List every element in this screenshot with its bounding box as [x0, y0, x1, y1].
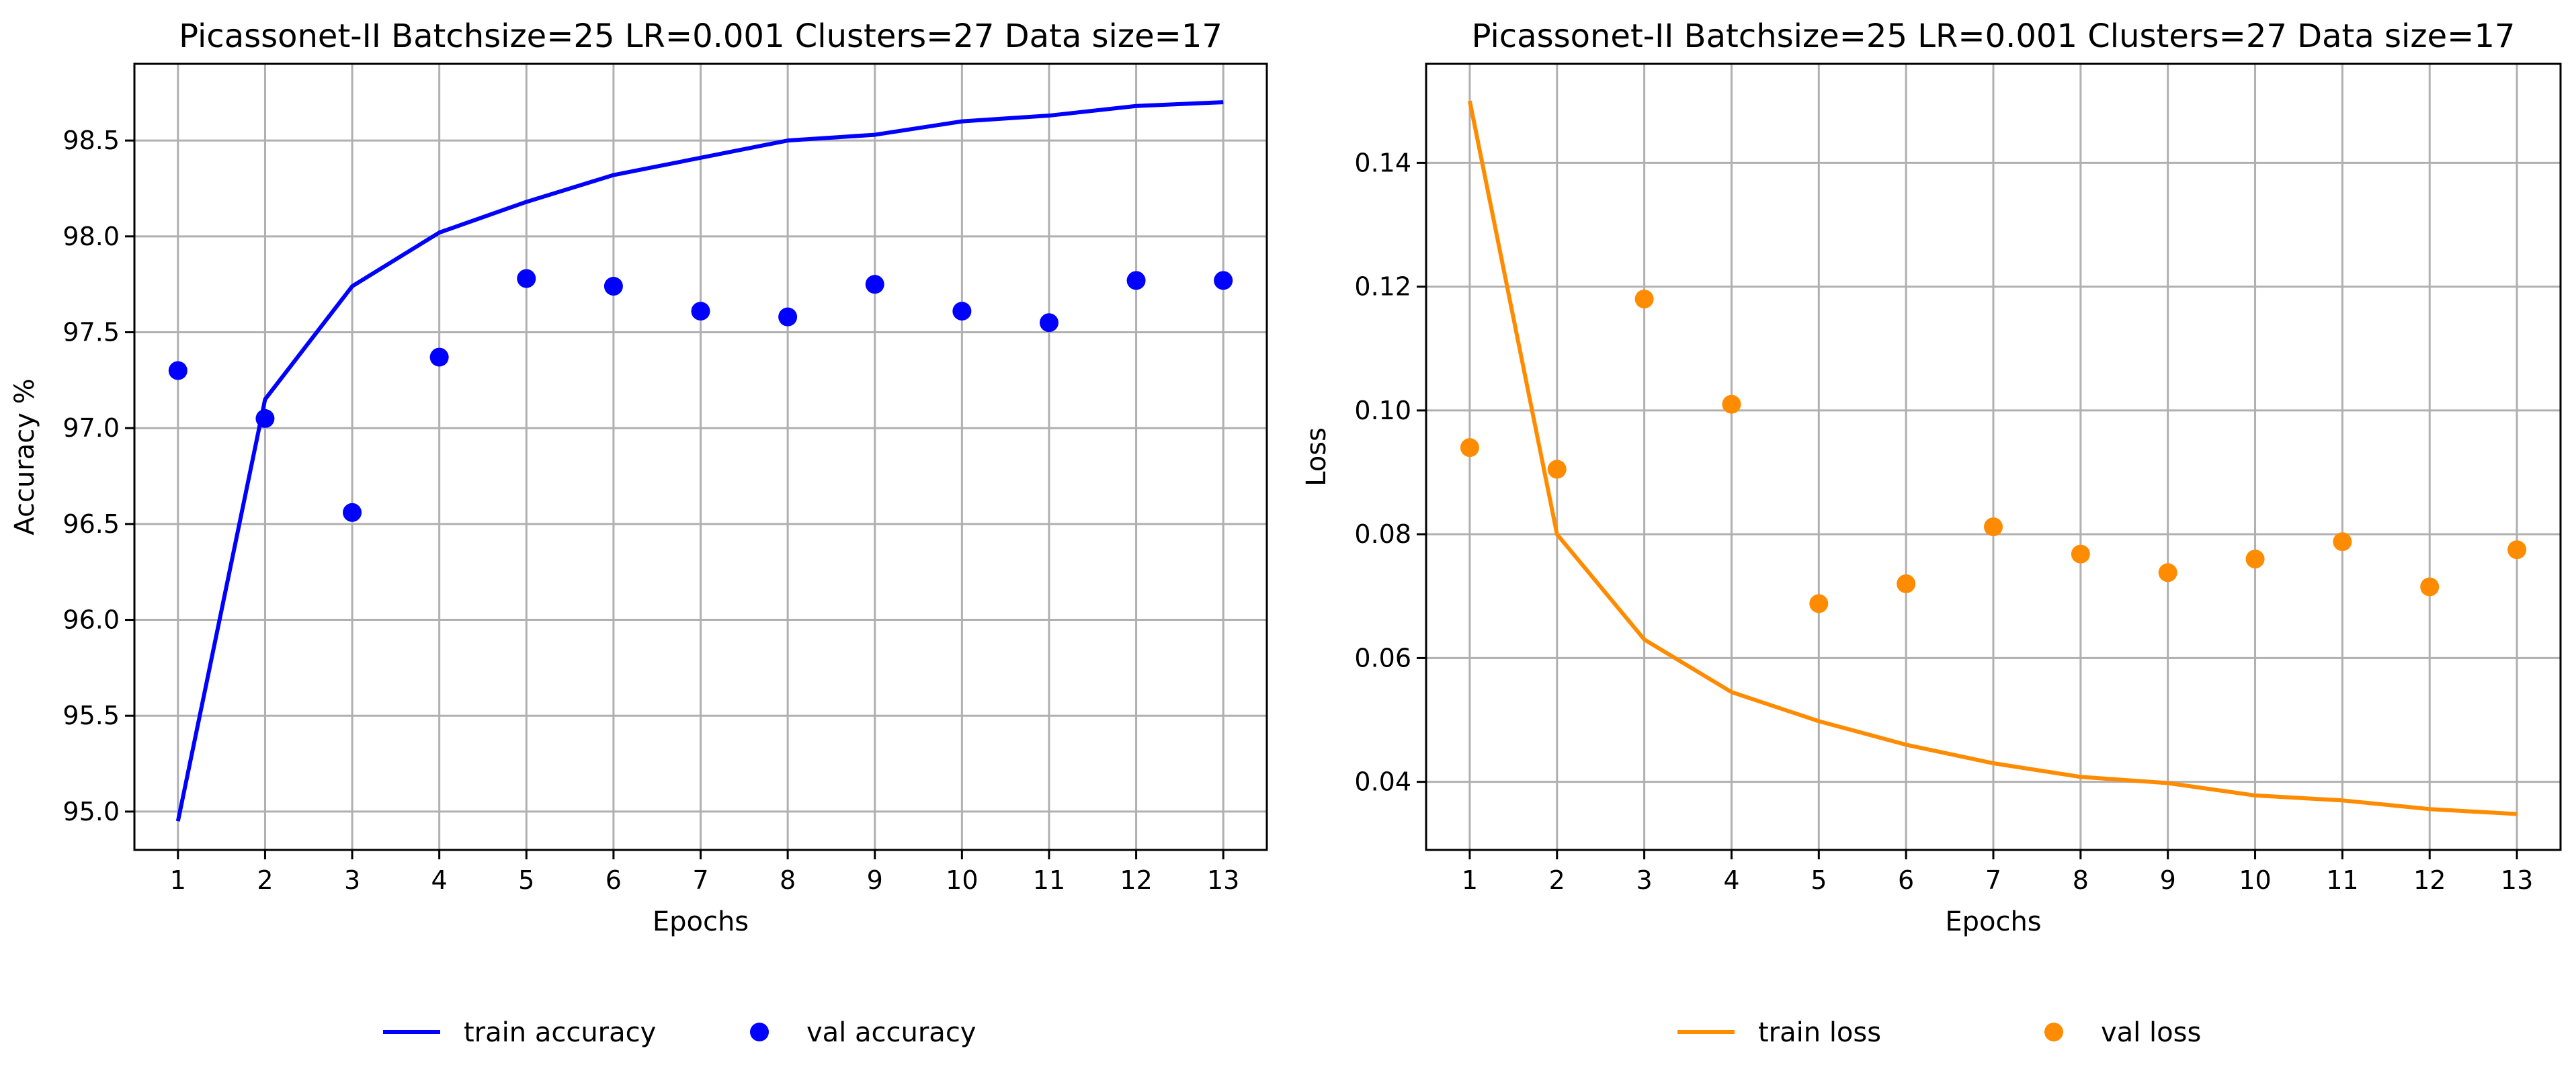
data-point	[691, 302, 710, 321]
data-point	[343, 503, 362, 522]
x-tick-label: 12	[1120, 865, 1152, 895]
series-line-0	[1467, 100, 2518, 816]
legend-label: train accuracy	[464, 1017, 656, 1048]
y-tick-label: 95.5	[63, 701, 120, 730]
x-tick-label: 4	[431, 865, 448, 895]
data-point	[865, 275, 884, 294]
data-point	[1039, 313, 1058, 333]
x-tick-label: 3	[344, 865, 360, 895]
y-tick-label: 0.12	[1354, 272, 1411, 302]
data-point	[2071, 544, 2090, 564]
legend-label: val loss	[2101, 1017, 2201, 1048]
x-tick-label: 8	[780, 865, 796, 895]
x-tick-label: 9	[867, 865, 883, 895]
x-axis-label: Epochs	[1945, 906, 2041, 937]
y-tick-label: 97.0	[63, 413, 120, 443]
data-point	[2420, 577, 2440, 597]
data-point	[1460, 438, 1479, 458]
series-line-0	[175, 100, 1224, 822]
x-tick-label: 11	[1033, 865, 1065, 895]
y-tick-label: 96.0	[63, 605, 120, 635]
x-tick-label: 10	[2239, 865, 2271, 895]
data-point	[1984, 517, 2003, 537]
x-tick-label: 13	[2501, 865, 2533, 895]
data-point	[1897, 574, 1916, 593]
chart-title: Picassonet-II Batchsize=25 LR=0.001 Clus…	[179, 17, 1222, 55]
y-tick-label: 98.0	[63, 222, 120, 251]
y-tick-label: 0.10	[1354, 396, 1411, 425]
y-tick-label: 95.0	[63, 797, 120, 826]
legend-label: train loss	[1758, 1017, 1881, 1048]
x-tick-label: 7	[692, 865, 708, 895]
x-tick-label: 1	[1462, 865, 1478, 895]
y-tick-label: 0.04	[1354, 767, 1411, 797]
data-point	[1214, 271, 1233, 290]
x-tick-label: 1	[170, 865, 186, 895]
data-point	[1722, 394, 1741, 414]
x-tick-label: 4	[1723, 865, 1739, 895]
x-tick-label: 12	[2413, 865, 2446, 895]
data-point	[2507, 540, 2527, 560]
x-tick-label: 5	[1811, 865, 1827, 895]
legend-marker-swatch	[750, 1023, 769, 1041]
y-tick-label: 96.5	[63, 509, 120, 539]
data-point	[1809, 594, 1829, 613]
x-tick-label: 5	[518, 865, 534, 895]
loss-chart: 1 2 3 4 5 6 7 8 9 10 11 12 130.040.060.080.100.120.1…	[1301, 17, 2562, 1048]
y-tick-label: 0.06	[1354, 643, 1411, 673]
data-point	[604, 277, 623, 296]
data-point	[1634, 290, 1654, 309]
x-axis-label: Epochs	[653, 906, 749, 937]
x-tick-label: 2	[1549, 865, 1565, 895]
x-tick-label: 13	[1207, 865, 1239, 895]
x-tick-label: 2	[257, 865, 273, 895]
y-tick-label: 0.14	[1354, 148, 1411, 177]
data-point	[429, 347, 449, 367]
legend-marker-swatch	[2044, 1023, 2063, 1041]
data-point	[1126, 271, 1146, 290]
data-point	[2333, 532, 2352, 552]
y-tick-label: 98.5	[63, 126, 120, 155]
legend-label: val accuracy	[806, 1017, 976, 1048]
x-tick-label: 9	[2160, 865, 2176, 895]
data-point	[952, 302, 972, 321]
y-tick-label: 0.08	[1354, 519, 1411, 549]
x-tick-label: 8	[2073, 865, 2089, 895]
x-tick-label: 7	[1985, 865, 2001, 895]
y-axis-label: Loss	[1301, 427, 1332, 486]
chart-title: Picassonet-II Batchsize=25 LR=0.001 Clus…	[1472, 17, 2516, 55]
data-point	[778, 307, 798, 327]
x-tick-label: 11	[2326, 865, 2358, 895]
y-tick-label: 97.5	[63, 318, 120, 347]
data-point	[255, 409, 275, 428]
x-tick-label: 6	[606, 865, 622, 895]
data-point	[2245, 550, 2265, 569]
x-tick-label: 6	[1898, 865, 1914, 895]
data-point	[2158, 563, 2177, 583]
data-point	[517, 269, 536, 288]
x-tick-label: 10	[946, 865, 978, 895]
x-tick-label: 3	[1636, 865, 1653, 895]
y-axis-label: Accuracy %	[9, 378, 40, 535]
data-point	[1547, 460, 1567, 479]
data-point	[168, 361, 188, 380]
accuracy-chart: 1 2 3 4 5 6 7 8 9 10 11 12 1395.095.596.096.597.097.…	[9, 17, 1268, 1048]
